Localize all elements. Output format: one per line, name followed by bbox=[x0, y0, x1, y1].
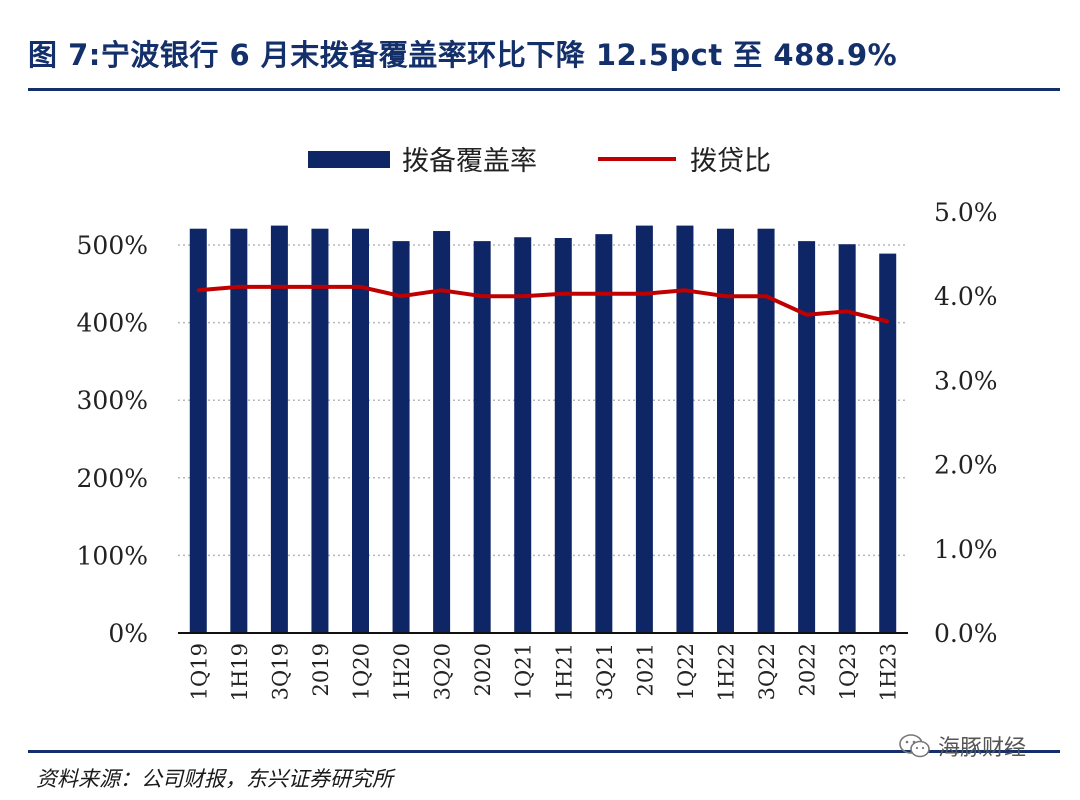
category-label: 3Q19 bbox=[268, 643, 292, 700]
bar-line-chart: 拨备覆盖率 拨贷比 0% 100% 200% 300% 400% 500% 0.0% 1.0%… bbox=[77, 146, 998, 701]
legend-line-label: 拨贷比 bbox=[690, 146, 771, 177]
category-label: 2021 bbox=[633, 643, 657, 696]
line-point bbox=[359, 285, 362, 289]
left-tick-label: 400% bbox=[77, 309, 148, 338]
category-label: 1Q22 bbox=[674, 643, 698, 700]
watermark: 海豚财经 bbox=[898, 730, 1026, 762]
bar bbox=[352, 228, 369, 634]
category-label: 3Q20 bbox=[431, 643, 455, 700]
bar bbox=[879, 253, 897, 634]
category-label: 2022 bbox=[796, 643, 820, 696]
line-point bbox=[642, 292, 646, 296]
legend: 拨备覆盖率 拨贷比 bbox=[308, 146, 771, 177]
bar-series bbox=[189, 225, 897, 634]
legend-bar-label: 拨备覆盖率 bbox=[402, 146, 537, 177]
line-point bbox=[237, 285, 241, 289]
line-point bbox=[724, 294, 727, 298]
title-divider bbox=[28, 88, 1060, 91]
category-label: 1Q20 bbox=[350, 643, 374, 700]
footer-divider bbox=[28, 750, 1060, 753]
bar bbox=[270, 225, 288, 633]
right-tick-label: 1.0% bbox=[934, 535, 998, 564]
bar bbox=[230, 228, 248, 634]
category-label: 3Q21 bbox=[593, 643, 617, 700]
right-tick-label: 2.0% bbox=[934, 451, 998, 480]
line-point bbox=[683, 288, 687, 292]
line-point bbox=[602, 292, 606, 296]
bar bbox=[311, 228, 329, 634]
source-note: 资料来源：公司财报，东兴证券研究所 bbox=[36, 767, 393, 791]
line-point bbox=[521, 294, 525, 298]
bar bbox=[473, 241, 491, 633]
line-point bbox=[318, 285, 322, 289]
category-label: 1H19 bbox=[228, 643, 252, 701]
left-tick-label: 100% bbox=[77, 541, 148, 570]
category-label: 2020 bbox=[471, 643, 495, 696]
line-point bbox=[440, 288, 444, 292]
left-tick-label: 200% bbox=[77, 464, 148, 493]
bar bbox=[554, 238, 572, 634]
category-label: 1H20 bbox=[390, 643, 414, 701]
bar bbox=[838, 244, 856, 633]
bar bbox=[798, 241, 816, 633]
line-point bbox=[845, 309, 849, 313]
line-series bbox=[196, 284, 890, 324]
category-labels: 1Q19 1H19 3Q19 2019 1Q20 1H20 3Q20 2020 1Q21 1H21… bbox=[187, 643, 900, 701]
bar bbox=[635, 225, 653, 633]
right-tick-label: 3.0% bbox=[934, 366, 998, 395]
right-tick-label: 5.0% bbox=[934, 198, 998, 227]
line-point bbox=[196, 288, 200, 292]
category-label: 3Q22 bbox=[755, 643, 779, 700]
line-point bbox=[805, 313, 809, 317]
left-tick-label: 0% bbox=[108, 619, 148, 648]
wechat-icon bbox=[899, 734, 930, 758]
left-axis-ticks: 0% 100% 200% 300% 400% 500% bbox=[77, 231, 148, 648]
line-point bbox=[399, 294, 403, 298]
gridlines bbox=[178, 244, 908, 557]
category-label: 2019 bbox=[309, 643, 333, 696]
line-point bbox=[561, 292, 565, 296]
left-tick-label: 300% bbox=[77, 386, 148, 415]
bar bbox=[189, 228, 207, 634]
right-axis-ticks: 0.0% 1.0% 2.0% 3.0% 4.0% 5.0% bbox=[934, 198, 998, 648]
chart-title: 图 7:宁波银行 6 月末拨备覆盖率环比下降 12.5pct 至 488.9% bbox=[28, 38, 898, 72]
category-label: 1Q19 bbox=[187, 643, 211, 700]
line-point bbox=[886, 319, 890, 323]
bar bbox=[717, 228, 734, 634]
right-tick-label: 4.0% bbox=[934, 282, 998, 311]
bar bbox=[676, 225, 694, 633]
bar bbox=[595, 234, 613, 634]
legend-bar-swatch bbox=[308, 151, 390, 168]
line-point bbox=[764, 294, 768, 298]
bar bbox=[514, 237, 532, 634]
left-tick-label: 500% bbox=[77, 231, 148, 260]
line-point bbox=[480, 294, 484, 298]
category-label: 1Q21 bbox=[512, 643, 536, 700]
right-tick-label: 0.0% bbox=[934, 619, 998, 648]
category-label: 1Q23 bbox=[836, 643, 860, 700]
category-label: 1H23 bbox=[877, 643, 901, 701]
bar bbox=[392, 241, 410, 633]
line-point bbox=[277, 285, 281, 289]
watermark-text: 海豚财经 bbox=[938, 736, 1027, 761]
bar bbox=[757, 228, 775, 634]
category-label: 1H22 bbox=[715, 643, 739, 701]
bar bbox=[433, 231, 451, 634]
category-label: 1H21 bbox=[552, 643, 576, 701]
line-path bbox=[198, 284, 889, 324]
